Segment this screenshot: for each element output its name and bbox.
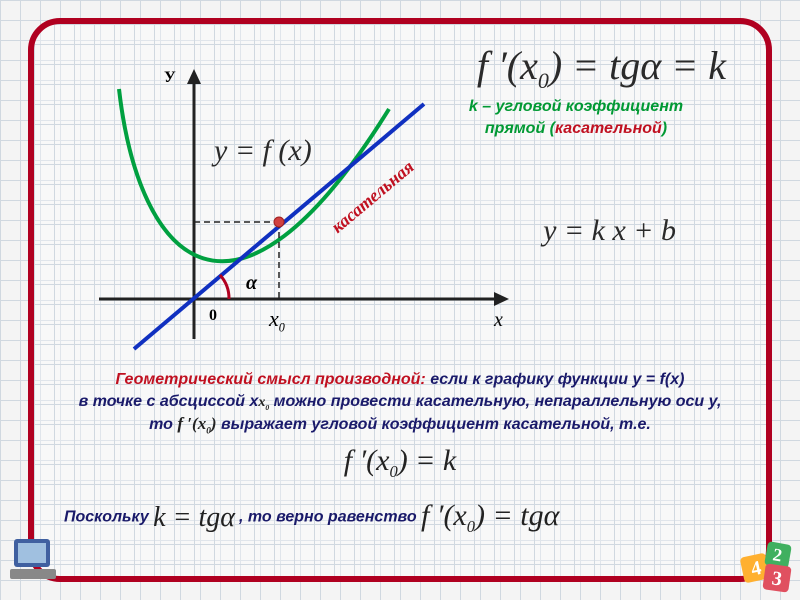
main-equation: f ′(x0) = tgα = k xyxy=(477,42,726,94)
origin-label: 0 xyxy=(209,307,217,325)
angle-arc xyxy=(220,275,229,299)
line-equation: y = k x + b xyxy=(543,214,676,248)
since-line: Поскольку k = tgα , то верно равенство f… xyxy=(64,499,746,537)
corner-numbers-icon: 4 2 3 xyxy=(736,537,798,598)
computer-icon xyxy=(8,535,60,588)
derivative-equals-k: f ′(x0) = k xyxy=(34,444,766,482)
y-axis-label: У xyxy=(164,69,176,87)
graph-svg xyxy=(79,64,509,364)
geometric-meaning-text: Геометрический смысл производной: если к… xyxy=(54,369,746,438)
final-equation: f ′(x0) = tgα xyxy=(421,499,559,532)
alpha-label: α xyxy=(246,272,257,295)
x-axis-label: х xyxy=(494,309,503,332)
eq-text: f ′(x0) = tgα = k xyxy=(477,43,726,88)
tangent-point xyxy=(274,217,284,227)
content-frame: f ′(x0) = tgα = k k – угловой коэффициен… xyxy=(28,18,772,582)
x0-label: х0 xyxy=(269,306,285,335)
function-curve xyxy=(119,89,389,261)
